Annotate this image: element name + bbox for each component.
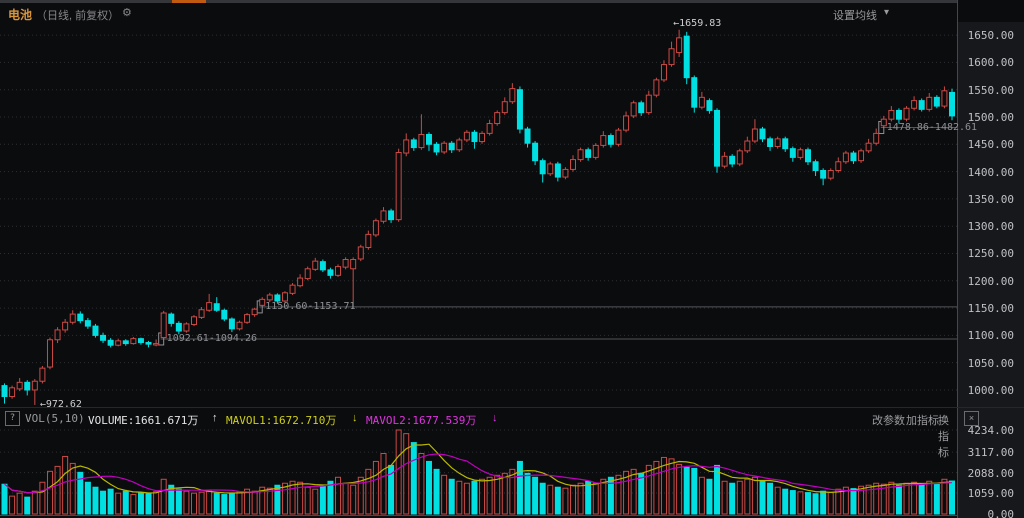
volume-tick-label: 1059.00 — [967, 486, 1014, 500]
price-tick-label: 1100.00 — [967, 329, 1014, 343]
close-indicator-icon[interactable]: × — [964, 411, 979, 426]
price-tick-label: 1350.00 — [967, 192, 1014, 206]
gap-annotation: 1150.60-1153.71 — [265, 300, 356, 312]
switch-indicator-button[interactable]: 换指标 — [938, 415, 949, 459]
volume-indicator-name: VOL(5,10) — [25, 412, 85, 425]
price-tick-label: 1600.00 — [967, 56, 1014, 70]
chart-header: 电池 （日线, 前复权） ⚙ 设置均线 ▾ — [0, 3, 957, 22]
help-icon[interactable]: ? — [5, 411, 20, 426]
gap-annotation: 1092.61-1094.26 — [166, 332, 257, 344]
volume-tick-label: 2088.00 — [967, 466, 1014, 480]
volume-tick-label: 4234.00 — [967, 424, 1014, 437]
volume-indicator-header: ? VOL(5,10) VOLUME:1661.671万 ↑ MAVOL1:16… — [0, 408, 957, 459]
price-tick-label: 1500.00 — [967, 110, 1014, 124]
period-subtitle: （日线, 前复权） — [36, 10, 120, 22]
price-tick-label: 1150.00 — [967, 302, 1014, 316]
price-tick-label: 1300.00 — [967, 220, 1014, 234]
down-arrow-icon: ↓ — [492, 412, 498, 424]
volume-tick-label: 0.00 — [987, 508, 1015, 518]
mavol1-value: MAVOL1:1672.710万 — [226, 414, 337, 427]
up-arrow-icon: ↑ — [212, 412, 218, 424]
volume-tick-label: 3117.00 — [967, 446, 1014, 460]
volume-baseline — [0, 515, 957, 516]
pane-separator — [0, 407, 1024, 408]
low-price-annotation: ←972.62 — [39, 398, 82, 410]
price-tick-label: 1250.00 — [967, 247, 1014, 261]
ma-settings-button[interactable]: 设置均线 — [833, 10, 877, 22]
chart-scrollbar-thumb[interactable] — [172, 0, 206, 3]
caret-down-icon: ▾ — [883, 7, 889, 18]
mavol2-value: MAVOL2:1677.539万 — [366, 414, 477, 427]
high-price-annotation: ←1659.83 — [673, 17, 722, 29]
add-indicator-button[interactable]: 加指标 — [906, 415, 939, 427]
chart-scrollbar-track[interactable] — [0, 0, 957, 3]
price-tick-label: 1450.00 — [967, 138, 1014, 152]
gap-annotation: 1478.86-1482.61 — [886, 121, 978, 133]
volume-value: VOLUME:1661.671万 — [88, 414, 199, 427]
axis-divider — [957, 0, 958, 518]
price-tick-label: 1550.00 — [967, 83, 1014, 97]
change-params-button[interactable]: 改参数 — [872, 415, 905, 427]
price-tick-label: 1050.00 — [967, 356, 1014, 370]
price-tick-label: 1000.00 — [967, 383, 1014, 397]
down-arrow-icon: ↓ — [352, 412, 358, 424]
price-tick-label: 1400.00 — [967, 165, 1014, 179]
symbol-title: 电池 — [8, 8, 33, 22]
price-axis-panel — [958, 22, 1024, 518]
price-tick-label: 1650.00 — [967, 29, 1014, 43]
price-tick-label: 1200.00 — [967, 274, 1014, 288]
gear-icon[interactable]: ⚙ — [122, 7, 132, 19]
